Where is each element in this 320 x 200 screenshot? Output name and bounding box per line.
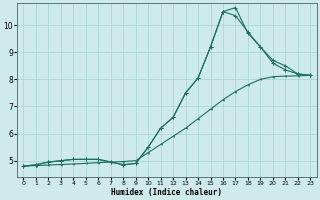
X-axis label: Humidex (Indice chaleur): Humidex (Indice chaleur): [111, 188, 222, 197]
